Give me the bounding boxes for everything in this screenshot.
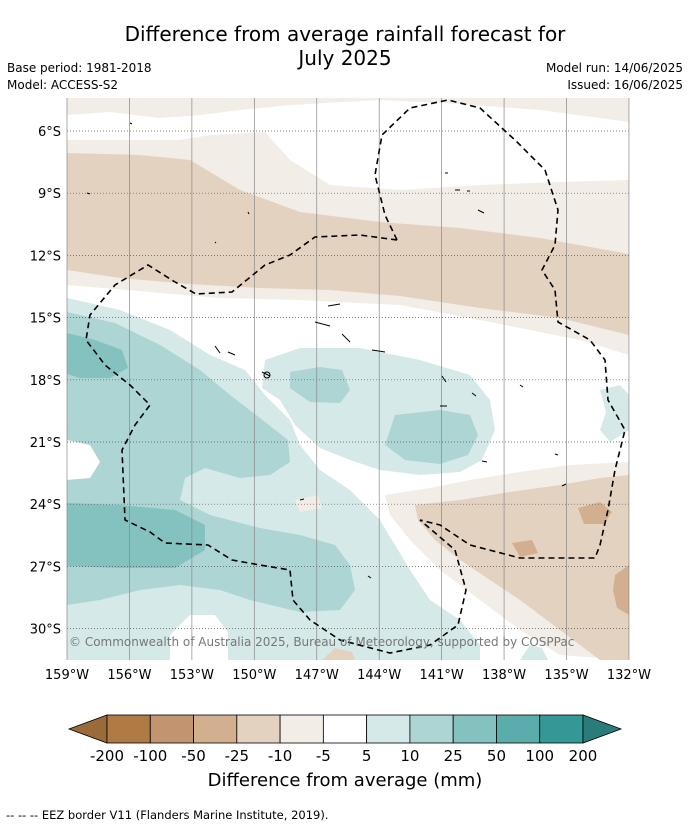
colorbar-segment (452, 714, 497, 744)
map-title-line2: July 2025 (298, 46, 392, 70)
longitude-label: 144°W (357, 668, 401, 683)
meta-right: Model run: 14/06/2025 Issued: 16/06/2025 (546, 60, 683, 94)
longitude-labels: 159°W 156°W 153°W 150°W 147°W 144°W 141°W 138°W… (45, 668, 651, 683)
map-title-line1: Difference from average rainfall forecas… (124, 22, 566, 46)
dry-area-southeast-inner (415, 475, 629, 660)
colorbar-tick-label: -100 (133, 747, 167, 765)
issued-label: Issued: 16/06/2025 (567, 78, 683, 92)
white-gap-north (67, 100, 629, 190)
graticule (66, 98, 630, 660)
eez-border-west (85, 234, 467, 654)
longitude-label: 132°W (607, 668, 651, 683)
colorbar-segment (193, 714, 238, 744)
colorbar-segment (279, 714, 324, 744)
longitude-label: 138°W (482, 668, 526, 683)
colorbar-segment (236, 714, 281, 744)
colorbar-segment (496, 714, 541, 744)
wet-patch-east-inner (385, 410, 478, 464)
colorbar-tick-label: -25 (225, 747, 250, 765)
latitude-label: 18°S (30, 374, 61, 389)
latitude-label: 15°S (30, 312, 61, 327)
longitude-label: 153°W (170, 668, 214, 683)
colorbar-tick-label: 10 (400, 747, 419, 765)
wet-patch-central-inner (290, 367, 350, 403)
colorbar-tick-label: 100 (525, 747, 554, 765)
map-title: Difference from average rainfall forecas… (0, 22, 690, 70)
dry-band-north-inner (67, 153, 629, 335)
colorbar-arrow-high (582, 714, 623, 744)
white-pocket-west (67, 440, 100, 480)
eez-border-north (374, 99, 626, 559)
colorbar-tick-label: 200 (569, 747, 598, 765)
colorbar-tick-label: 50 (487, 747, 506, 765)
eez-borders (85, 99, 626, 654)
colorbar-tick-label: 5 (362, 747, 372, 765)
model-run-label: Model run: 14/06/2025 (545, 61, 683, 75)
colorbar-arrow-low (67, 714, 108, 744)
latitude-label: 9°S (38, 187, 61, 202)
dry-patch-bottom (322, 648, 355, 660)
base-period-label: Base period: 1981-2018 (7, 61, 152, 75)
colorbar-segment (366, 714, 411, 744)
dry-core-central (512, 540, 538, 557)
copyright-text: © Commonwealth of Australia 2025, Bureau… (69, 635, 574, 649)
latitude-label: 24°S (30, 498, 61, 513)
longitude-label: 159°W (45, 668, 89, 683)
longitude-label: 141°W (420, 668, 464, 683)
latitude-label: 12°S (30, 249, 61, 264)
colorbar-tick-label: -50 (181, 747, 206, 765)
wet-patch-bottom-right (520, 645, 548, 660)
wet-core-upper (67, 333, 128, 378)
map-field (67, 98, 629, 660)
longitude-label: 156°W (107, 668, 151, 683)
meta-left: Base period: 1981-2018 Model: ACCESS-S2 (7, 60, 152, 94)
colorbar-segment (322, 714, 368, 744)
colorbar-segment (106, 714, 151, 744)
dry-core-east-edge (613, 565, 629, 615)
colorbar-segment (409, 714, 454, 744)
wet-core-lower (67, 503, 205, 568)
colorbar: -200 -100 -50 -25 -10 -5 5 10 25 50 100 200 (67, 714, 623, 765)
white-pocket-south (170, 615, 228, 660)
atoll-icon (263, 371, 271, 379)
longitude-label: 150°W (232, 668, 276, 683)
latitude-labels: 6°S 9°S 12°S 15°S 18°S 21°S 24°S 27°S 30°S (30, 125, 61, 638)
latitude-label: 6°S (38, 125, 61, 140)
longitude-label: 147°W (295, 668, 339, 683)
colorbar-tick-label: 25 (444, 747, 463, 765)
colorbar-label: Difference from average (mm) (207, 770, 483, 791)
latitude-label: 27°S (30, 560, 61, 575)
colorbar-segment (149, 714, 194, 744)
longitude-label: 135°W (544, 668, 588, 683)
model-label: Model: ACCESS-S2 (7, 78, 119, 92)
eez-footnote: -- -- -- EEZ border V11 (Flanders Marine… (6, 808, 329, 822)
islands (86, 122, 567, 579)
dry-core-southeast (578, 502, 612, 524)
latitude-label: 30°S (30, 623, 61, 638)
colorbar-tick-label: -200 (90, 747, 124, 765)
colorbar-tick-label: -5 (316, 747, 331, 765)
colorbar-tick-label: -10 (268, 747, 293, 765)
latitude-label: 21°S (30, 436, 61, 451)
colorbar-segment (539, 714, 584, 744)
